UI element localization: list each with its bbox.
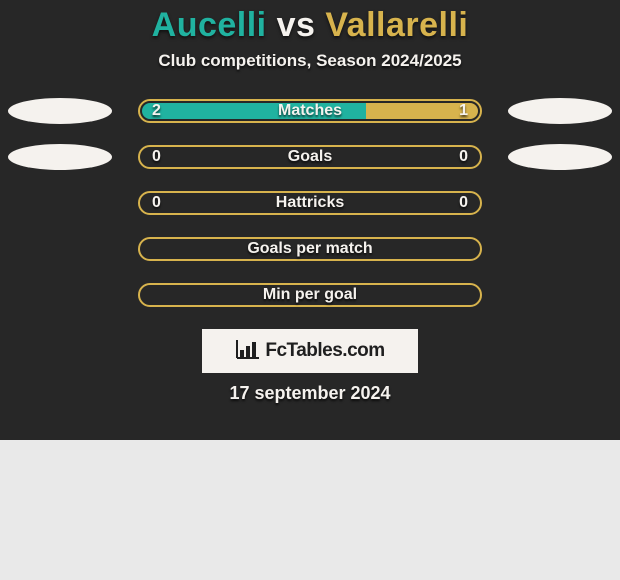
stat-label: Hattricks — [276, 194, 344, 212]
card-content: Aucelli vs Vallarelli Club competitions,… — [0, 0, 620, 404]
stat-value-right: 1 — [459, 102, 468, 120]
vs-text: vs — [277, 6, 316, 44]
player-left-marker — [8, 144, 112, 170]
stat-bar: 0 0 Goals — [138, 145, 482, 169]
stat-bar: Goals per match — [138, 237, 482, 261]
stat-row: 2 1 Matches — [0, 99, 620, 123]
comparison-card: Aucelli vs Vallarelli Club competitions,… — [0, 0, 620, 440]
stat-row: Min per goal — [0, 283, 620, 307]
player-right-marker — [508, 144, 612, 170]
player-right-marker — [508, 98, 612, 124]
stat-value-right: 0 — [459, 148, 468, 166]
brand-box: FcTables.com — [202, 329, 418, 373]
bar-chart-icon — [235, 338, 261, 365]
subtitle: Club competitions, Season 2024/2025 — [0, 51, 620, 71]
bottom-blank — [0, 440, 620, 580]
stat-row: 0 0 Hattricks — [0, 191, 620, 215]
stat-bar: 0 0 Hattricks — [138, 191, 482, 215]
stat-label: Matches — [278, 102, 342, 120]
stat-value-left: 2 — [152, 102, 161, 120]
stat-label: Goals per match — [247, 240, 372, 258]
player-left-name: Aucelli — [152, 6, 267, 44]
stat-row: 0 0 Goals — [0, 145, 620, 169]
stat-value-left: 0 — [152, 194, 161, 212]
player-left-marker — [8, 98, 112, 124]
stat-value-left: 0 — [152, 148, 161, 166]
player-right-name: Vallarelli — [325, 6, 468, 44]
stat-label: Goals — [288, 148, 332, 166]
stat-value-right: 0 — [459, 194, 468, 212]
stat-bar: Min per goal — [138, 283, 482, 307]
comparison-title: Aucelli vs Vallarelli — [0, 6, 620, 45]
stat-row: Goals per match — [0, 237, 620, 261]
stats-rows: 2 1 Matches 0 0 Goals 0 0 Hattricks Goals per mat… — [0, 99, 620, 307]
date-text: 17 september 2024 — [0, 383, 620, 404]
stat-label: Min per goal — [263, 286, 357, 304]
stat-bar: 2 1 Matches — [138, 99, 482, 123]
brand-text: FcTables.com — [265, 340, 384, 362]
